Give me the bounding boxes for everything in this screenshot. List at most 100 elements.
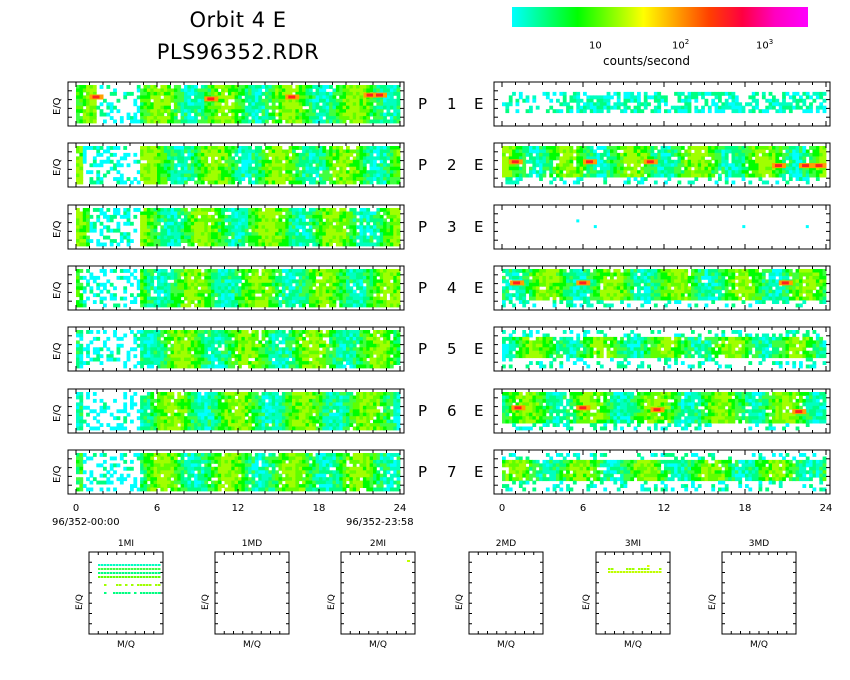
heatmap-cell xyxy=(397,163,401,167)
heatmap-cell xyxy=(387,279,391,283)
heatmap-cell xyxy=(333,89,337,93)
heatmap-cell xyxy=(160,423,164,427)
heatmap-cell xyxy=(167,406,171,410)
heatmap-cell xyxy=(390,153,394,157)
heatmap-cell xyxy=(228,156,232,160)
heatmap-cell xyxy=(228,116,232,120)
heatmap-cell xyxy=(93,427,97,431)
heatmap-cell xyxy=(160,427,164,431)
heatmap-cell xyxy=(333,236,337,240)
heatmap-cell xyxy=(275,150,279,154)
heatmap-cell xyxy=(258,120,262,124)
heatmap-cell xyxy=(174,286,178,290)
heatmap-cell xyxy=(83,236,87,240)
heatmap-cell xyxy=(79,427,83,431)
heatmap-cell xyxy=(343,297,347,301)
heatmap-cell xyxy=(106,236,110,240)
heatmap-cell xyxy=(373,236,377,240)
heatmap-cell xyxy=(373,344,377,348)
heatmap-cell xyxy=(322,290,326,294)
heatmap-cell xyxy=(187,286,191,290)
heatmap-cell xyxy=(329,286,333,290)
heatmap-cell xyxy=(184,392,188,396)
heatmap-cell xyxy=(123,290,127,294)
heatmap-cell xyxy=(306,229,310,233)
heatmap-cell xyxy=(147,290,151,294)
heatmap-cell xyxy=(90,146,94,150)
heatmap-cell xyxy=(194,358,198,362)
heatmap-cell xyxy=(316,293,320,297)
heatmap-cell xyxy=(333,304,337,308)
heatmap-cell xyxy=(245,89,249,93)
heatmap-cell xyxy=(319,215,323,219)
heatmap-cell xyxy=(211,269,215,273)
heatmap-cell xyxy=(383,269,387,273)
heatmap-cell xyxy=(113,293,117,297)
heatmap-cell xyxy=(393,344,397,348)
heatmap-cell xyxy=(356,347,360,351)
heatmap-cell xyxy=(150,409,154,413)
heatmap-cell xyxy=(346,102,350,106)
heatmap-cell xyxy=(211,167,215,171)
heatmap-cell xyxy=(214,286,218,290)
heatmap-cell xyxy=(123,304,127,308)
heatmap-cell xyxy=(133,229,137,233)
heatmap-cell xyxy=(225,167,229,171)
heatmap-cell xyxy=(201,334,205,338)
heatmap-cell xyxy=(140,116,144,120)
heatmap-cell xyxy=(157,215,161,219)
heatmap-cell xyxy=(376,146,380,150)
heatmap-cell xyxy=(201,290,205,294)
heatmap-cell xyxy=(393,116,397,120)
heatmap-cell xyxy=(258,354,262,358)
heatmap-cell xyxy=(360,232,364,236)
heatmap-cell xyxy=(150,236,154,240)
heatmap-cell xyxy=(117,222,121,226)
heatmap-cell xyxy=(289,351,293,355)
heatmap-cell xyxy=(299,156,303,160)
heatmap-cell xyxy=(160,163,164,167)
heatmap-cell xyxy=(106,347,110,351)
heatmap-cell xyxy=(150,106,154,110)
heatmap-cell xyxy=(147,85,151,89)
heatmap-cell xyxy=(187,120,191,124)
heatmap-cell xyxy=(225,146,229,150)
heatmap-cell xyxy=(390,99,394,103)
heatmap-cell xyxy=(397,116,401,120)
heatmap-cell xyxy=(285,170,289,174)
heatmap-cell xyxy=(133,354,137,358)
heatmap-cell xyxy=(353,347,357,351)
heatmap-cell xyxy=(164,354,168,358)
heatmap-cell xyxy=(306,283,310,287)
heatmap-cell xyxy=(329,102,333,106)
heatmap-cell xyxy=(346,330,350,334)
heatmap-cell xyxy=(322,276,326,280)
heatmap-cell xyxy=(140,95,144,99)
heatmap-cell xyxy=(353,218,357,222)
heatmap-cell xyxy=(83,113,87,117)
heatmap-cell xyxy=(366,109,370,113)
heatmap-cell xyxy=(255,177,259,181)
heatmap-cell xyxy=(387,347,391,351)
heatmap-cell xyxy=(353,276,357,280)
heatmap-cell xyxy=(268,225,272,229)
heatmap-cell xyxy=(336,276,340,280)
heatmap-cell xyxy=(302,116,306,120)
heatmap-cell xyxy=(228,150,232,154)
heatmap-cell xyxy=(150,167,154,171)
heatmap-cell xyxy=(336,160,340,164)
heatmap-cell xyxy=(171,109,175,113)
heatmap-cell xyxy=(211,365,215,369)
heatmap-cell xyxy=(360,156,364,160)
heatmap-cell xyxy=(110,283,114,287)
heatmap-cell xyxy=(184,402,188,406)
heatmap-cell xyxy=(235,347,239,351)
heatmap-cell xyxy=(376,236,380,240)
heatmap-cell xyxy=(174,236,178,240)
heatmap-cell xyxy=(252,283,256,287)
heatmap-cell xyxy=(360,283,364,287)
heatmap-cell xyxy=(198,283,202,287)
heatmap-cell xyxy=(252,273,256,277)
heatmap-cell xyxy=(76,361,80,365)
heatmap-cell xyxy=(306,344,310,348)
